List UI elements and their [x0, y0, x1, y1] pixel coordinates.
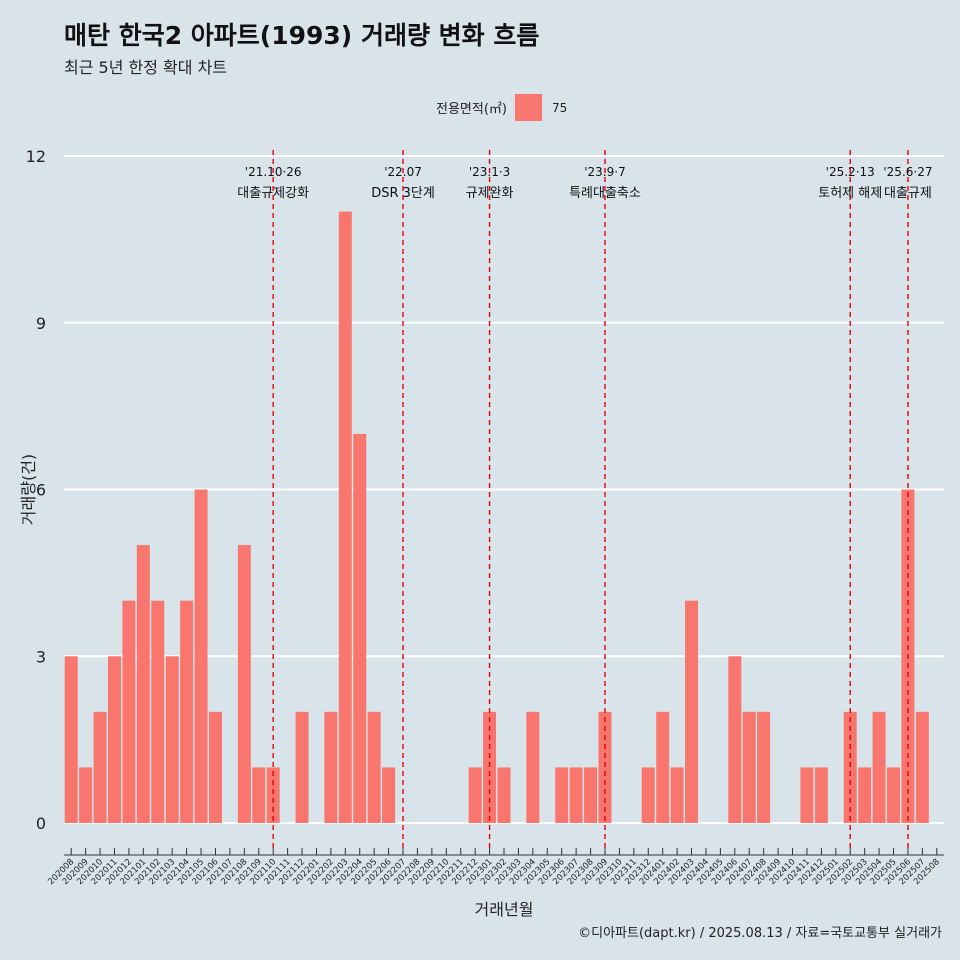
- bar: [685, 600, 699, 823]
- policy-label: 특례대출축소: [569, 186, 641, 201]
- y-tick-label: 6: [36, 481, 46, 500]
- policy-label: DSR 3단계: [371, 186, 435, 201]
- bar: [122, 600, 136, 823]
- bar: [814, 767, 828, 823]
- bar: [641, 767, 655, 823]
- bar: [237, 545, 251, 823]
- bar: [800, 767, 814, 823]
- bar: [295, 711, 309, 823]
- bar: [382, 767, 396, 823]
- bar: [194, 489, 208, 823]
- bar: [353, 433, 367, 823]
- chart-subtitle: 최근 5년 한정 확대 차트: [64, 58, 228, 77]
- bar: [468, 767, 482, 823]
- y-axis-title: 거래량(건): [19, 454, 38, 525]
- bar: [208, 711, 222, 823]
- policy-date: '25.6·27: [883, 165, 932, 179]
- bar: [584, 767, 598, 823]
- bar: [497, 767, 511, 823]
- bar: [266, 767, 280, 823]
- bar: [656, 711, 670, 823]
- bar: [324, 711, 338, 823]
- bar: [367, 711, 381, 823]
- policy-label: 대출규제강화: [237, 186, 309, 201]
- legend: 전용면적(㎡) 75: [436, 94, 567, 121]
- bar: [858, 767, 872, 823]
- legend-label: 75: [551, 100, 568, 115]
- bar: [526, 711, 540, 823]
- bar: [915, 711, 929, 823]
- bar: [872, 711, 886, 823]
- policy-label: 대출규제: [884, 186, 932, 201]
- bar: [757, 711, 771, 823]
- y-tick-label: 0: [36, 814, 46, 833]
- x-axis-title: 거래년월: [475, 900, 534, 919]
- source-caption: ©디아파트(dapt.kr) / 2025.08.13 / 자료=국토교통부 실…: [578, 926, 942, 941]
- bar: [843, 711, 857, 823]
- policy-label: 토허제 해제: [818, 186, 882, 201]
- legend-title: 전용면적(㎡): [436, 102, 507, 117]
- bar: [483, 711, 497, 823]
- policy-date: '22.07: [384, 165, 422, 179]
- bar: [569, 767, 583, 823]
- chart-title: 매탄 한국2 아파트(1993) 거래량 변화 흐름: [64, 21, 540, 50]
- policy-date: '21.10·26: [245, 165, 302, 179]
- bar: [93, 711, 107, 823]
- legend-swatch: [514, 94, 542, 121]
- bar: [742, 711, 756, 823]
- bar: [670, 767, 684, 823]
- policy-date: '23.9·7: [584, 165, 625, 179]
- bar: [151, 600, 165, 823]
- bar: [338, 211, 352, 823]
- bar: [555, 767, 569, 823]
- bar: [165, 656, 179, 823]
- bar: [252, 767, 266, 823]
- policy-label: 규제완화: [466, 186, 514, 201]
- policy-date: '25.2·13: [826, 165, 875, 179]
- bar: [79, 767, 93, 823]
- y-tick-label: 12: [26, 147, 46, 166]
- y-tick-label: 9: [36, 314, 46, 333]
- bar: [180, 600, 194, 823]
- bar: [136, 545, 150, 823]
- bar: [64, 656, 78, 823]
- y-tick-label: 3: [36, 647, 46, 666]
- bar: [598, 711, 612, 823]
- bar: [108, 656, 121, 823]
- bar: [728, 656, 742, 823]
- policy-date: '23.1·3: [469, 165, 510, 179]
- bar: [887, 767, 900, 823]
